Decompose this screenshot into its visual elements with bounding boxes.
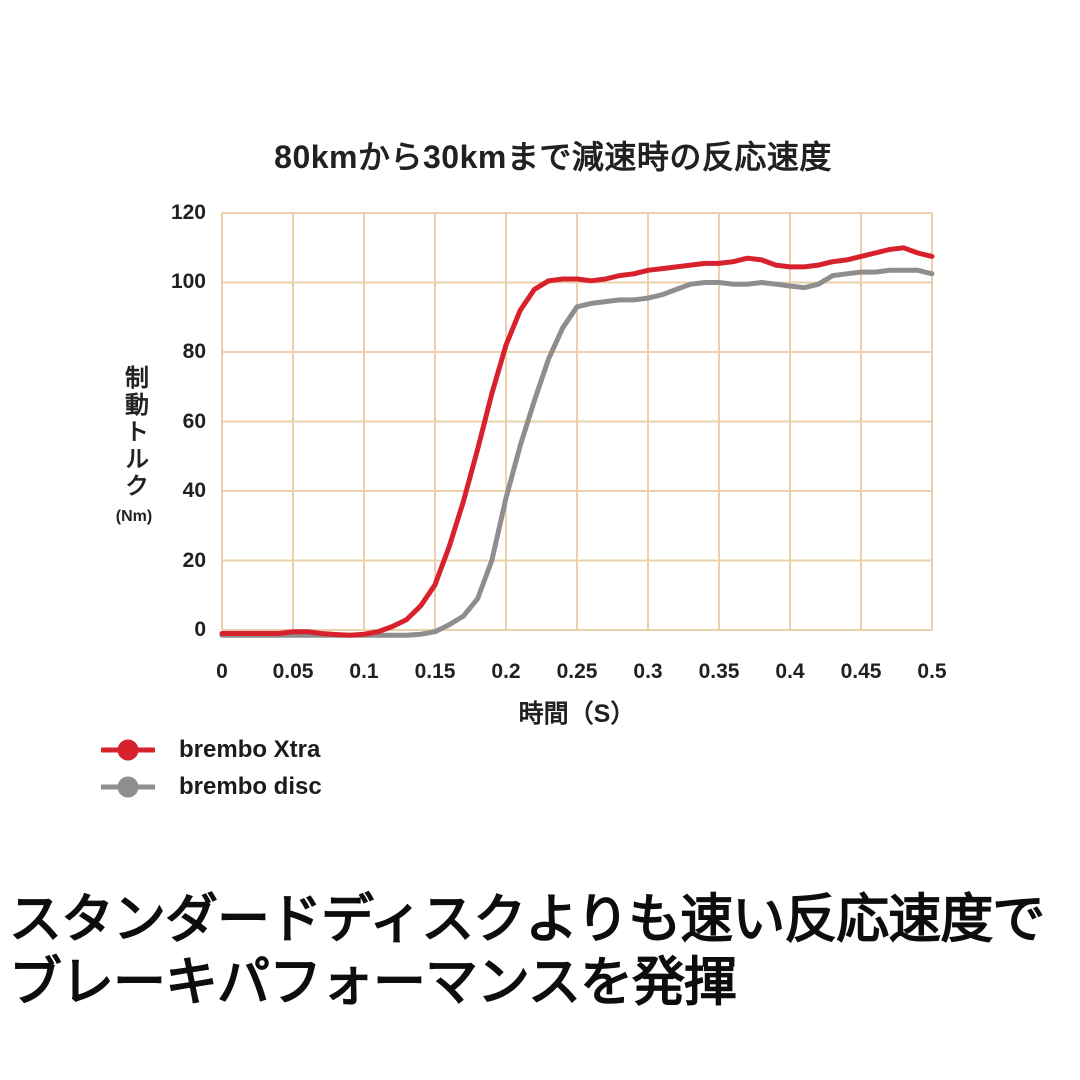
x-tick-label: 0.15: [414, 660, 456, 683]
y-axis-unit: (Nm): [115, 508, 153, 525]
caption-line-1: スタンダードディスクよりも速い反応速度で: [9, 890, 1045, 949]
red-line-marker-icon: [101, 739, 155, 760]
x-tick-label: 0.1: [349, 660, 379, 683]
chart-title: 80kmから30kmまで減速時の反応速度: [274, 139, 832, 175]
chart-plot-area: [219, 212, 935, 638]
y-tick-label: 0: [194, 618, 206, 641]
y-axis-tick-labels: 0 20 40 60 80 100 120: [148, 201, 206, 641]
caption-line-2: ブレーキパフォーマンスを発揮: [9, 953, 737, 1012]
x-tick-label: 0.35: [698, 660, 740, 683]
legend-item-brembo-disc: brembo disc: [99, 768, 322, 805]
x-axis-title: 時間（S）: [518, 700, 636, 728]
legend-item-brembo-xtra: brembo Xtra: [99, 731, 322, 768]
y-tick-label: 80: [182, 339, 206, 363]
x-tick-label: 0.4: [775, 660, 805, 683]
x-tick-label: 0.05: [272, 660, 314, 683]
y-tick-label: 120: [170, 201, 206, 224]
y-tick-label: 100: [170, 270, 206, 294]
x-tick-label: 0: [216, 660, 228, 683]
y-axis-title-block: 制動トルク (Nm): [103, 365, 165, 526]
x-axis-tick-labels: 0 0.05 0.1 0.15 0.2 0.25 0.3 0.35 0.4 0.45 0.5: [216, 660, 946, 688]
caption-text: スタンダードディスクよりも速い反応速度で ブレーキパフォーマンスを発揮: [9, 888, 1079, 1014]
x-tick-label: 0.5: [917, 660, 947, 683]
x-tick-label: 0.3: [633, 660, 663, 683]
legend-label: brembo Xtra: [179, 735, 321, 763]
x-tick-label: 0.25: [556, 660, 598, 683]
gray-line-marker-icon: [101, 776, 155, 797]
y-axis-title: 制動トルク: [120, 365, 148, 500]
chart-legend: brembo Xtra brembo disc: [99, 731, 322, 805]
y-tick-label: 40: [182, 478, 206, 502]
y-tick-label: 20: [182, 548, 206, 572]
legend-label: brembo disc: [179, 772, 322, 800]
x-tick-label: 0.2: [491, 660, 521, 683]
y-tick-label: 60: [182, 409, 206, 433]
x-tick-label: 0.45: [840, 660, 882, 683]
